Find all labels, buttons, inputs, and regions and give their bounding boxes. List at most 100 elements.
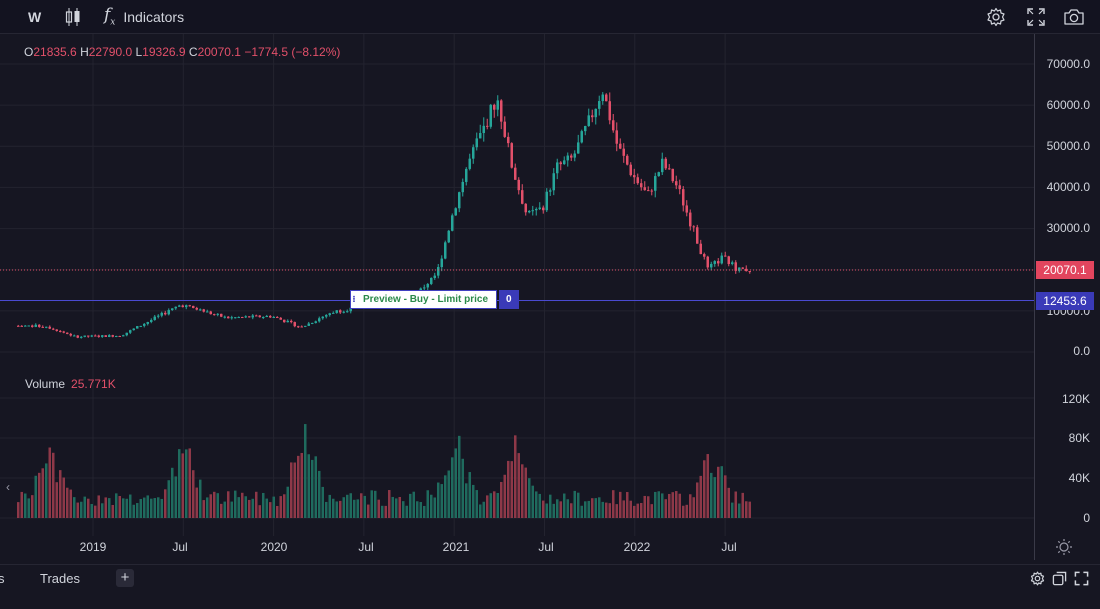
indicators-button[interactable]: fx Indicators [104, 0, 184, 33]
candle-body [717, 261, 720, 264]
chevron-left-icon: ‹ [6, 480, 10, 494]
fullscreen-button[interactable] [1026, 0, 1046, 33]
tab-partial[interactable]: s [0, 571, 5, 586]
candle-body [290, 320, 293, 323]
candle-body [83, 335, 86, 337]
volume-bar [41, 468, 44, 518]
candle-body [591, 115, 594, 118]
candle-body [549, 190, 552, 192]
volume-bar [430, 494, 433, 518]
screenshot-button[interactable] [1063, 0, 1085, 33]
volume-bar [80, 501, 83, 518]
low-value: 19326.9 [142, 45, 186, 59]
volume-bar [465, 483, 468, 518]
settings-button[interactable] [986, 0, 1006, 33]
time-axis-label: 2021 [442, 540, 470, 554]
order-preview-label[interactable]: ⁝ Preview - Buy - Limit price 0 [350, 290, 519, 309]
volume-bar [727, 487, 730, 518]
volume-bar [132, 504, 135, 518]
price-axis-label: 0.0 [1073, 344, 1090, 358]
volume-bar [685, 504, 688, 518]
candle-body [615, 130, 618, 144]
volume-bar [73, 497, 76, 518]
volume-bar [276, 505, 279, 518]
candle-body [601, 94, 604, 102]
tab-trades[interactable]: Trades [40, 571, 80, 586]
candle-body [573, 153, 576, 158]
volume-bar [549, 494, 552, 518]
panel-settings-button[interactable] [1030, 571, 1045, 589]
volume-legend[interactable]: Volume 25.771K [25, 377, 116, 391]
volume-bar [185, 449, 188, 518]
volume-bar [412, 491, 415, 518]
volume-bar [328, 494, 331, 518]
volume-bar [178, 449, 181, 518]
price-axis[interactable]: 70000.0 60000.0 50000.0 40000.0 30000.0 … [1034, 34, 1100, 560]
volume-bar [139, 498, 142, 518]
scroll-left-button[interactable]: ‹ [6, 480, 10, 494]
candle-body [314, 321, 317, 323]
candle-body [41, 326, 44, 328]
volume-bar [724, 475, 727, 518]
candle-body [510, 143, 513, 168]
volume-bar [577, 492, 580, 518]
volume-bar [507, 460, 510, 518]
volume-bar [689, 494, 692, 518]
add-tab-button[interactable]: + [116, 569, 134, 587]
candle-body [587, 115, 590, 127]
volume-bar [489, 493, 492, 518]
chart-type-button[interactable] [64, 0, 82, 33]
volume-bar [143, 497, 146, 518]
volume-bar [535, 491, 538, 518]
high-key: H [80, 45, 89, 59]
popout-icon [1052, 571, 1067, 586]
candle-body [493, 104, 496, 110]
volume-axis-label: 0 [1083, 511, 1090, 525]
candle-body [535, 208, 538, 211]
candle-body [640, 183, 643, 188]
candle-body [199, 309, 202, 311]
volume-bar [17, 502, 20, 518]
candle-body [171, 308, 174, 311]
candle-body [293, 322, 296, 327]
volume-bar [615, 504, 618, 518]
candle-body [139, 325, 142, 327]
high-value: 22790.0 [88, 45, 133, 59]
time-axis-settings-button[interactable] [1055, 538, 1073, 559]
volume-bar [66, 487, 69, 518]
candle-body [244, 316, 247, 318]
order-price-tag[interactable]: 12453.6 [1036, 292, 1094, 310]
panel-popout-button[interactable] [1052, 571, 1067, 589]
volume-bar [570, 503, 573, 518]
volume-bar [241, 492, 244, 518]
volume-bar [664, 499, 667, 518]
volume-bar [192, 470, 195, 518]
ohlc-legend: O21835.6 H22790.0 L19326.9 C20070.1 −177… [24, 45, 340, 59]
candle-body [682, 189, 685, 206]
volume-bar [654, 491, 657, 518]
volume-bar [538, 493, 541, 518]
volume-label: Volume [25, 377, 66, 391]
volume-bar [346, 494, 349, 518]
volume-bar [167, 480, 170, 518]
candle-body [27, 325, 30, 327]
volume-bar [262, 492, 265, 518]
candle-body [468, 158, 471, 169]
symbol-button[interactable]: W [28, 8, 42, 25]
candle-body [482, 125, 485, 134]
volume-bar [514, 435, 517, 518]
price-chart[interactable] [0, 34, 1034, 560]
candle-body [668, 168, 671, 170]
time-axis[interactable]: 2019 Jul 2020 Jul 2021 Jul 2022 Jul [0, 536, 1034, 560]
drag-handle-icon[interactable]: ⁝ [350, 290, 357, 309]
volume-bar [115, 493, 118, 518]
volume-bar [650, 504, 653, 518]
volume-bar [164, 489, 167, 518]
volume-bar [321, 486, 324, 518]
candle-body [426, 283, 429, 288]
volume-bar [454, 448, 457, 518]
volume-bar [279, 496, 282, 518]
camera-icon [1064, 8, 1084, 25]
order-quantity[interactable]: 0 [499, 290, 519, 309]
panel-maximize-button[interactable] [1074, 571, 1089, 589]
